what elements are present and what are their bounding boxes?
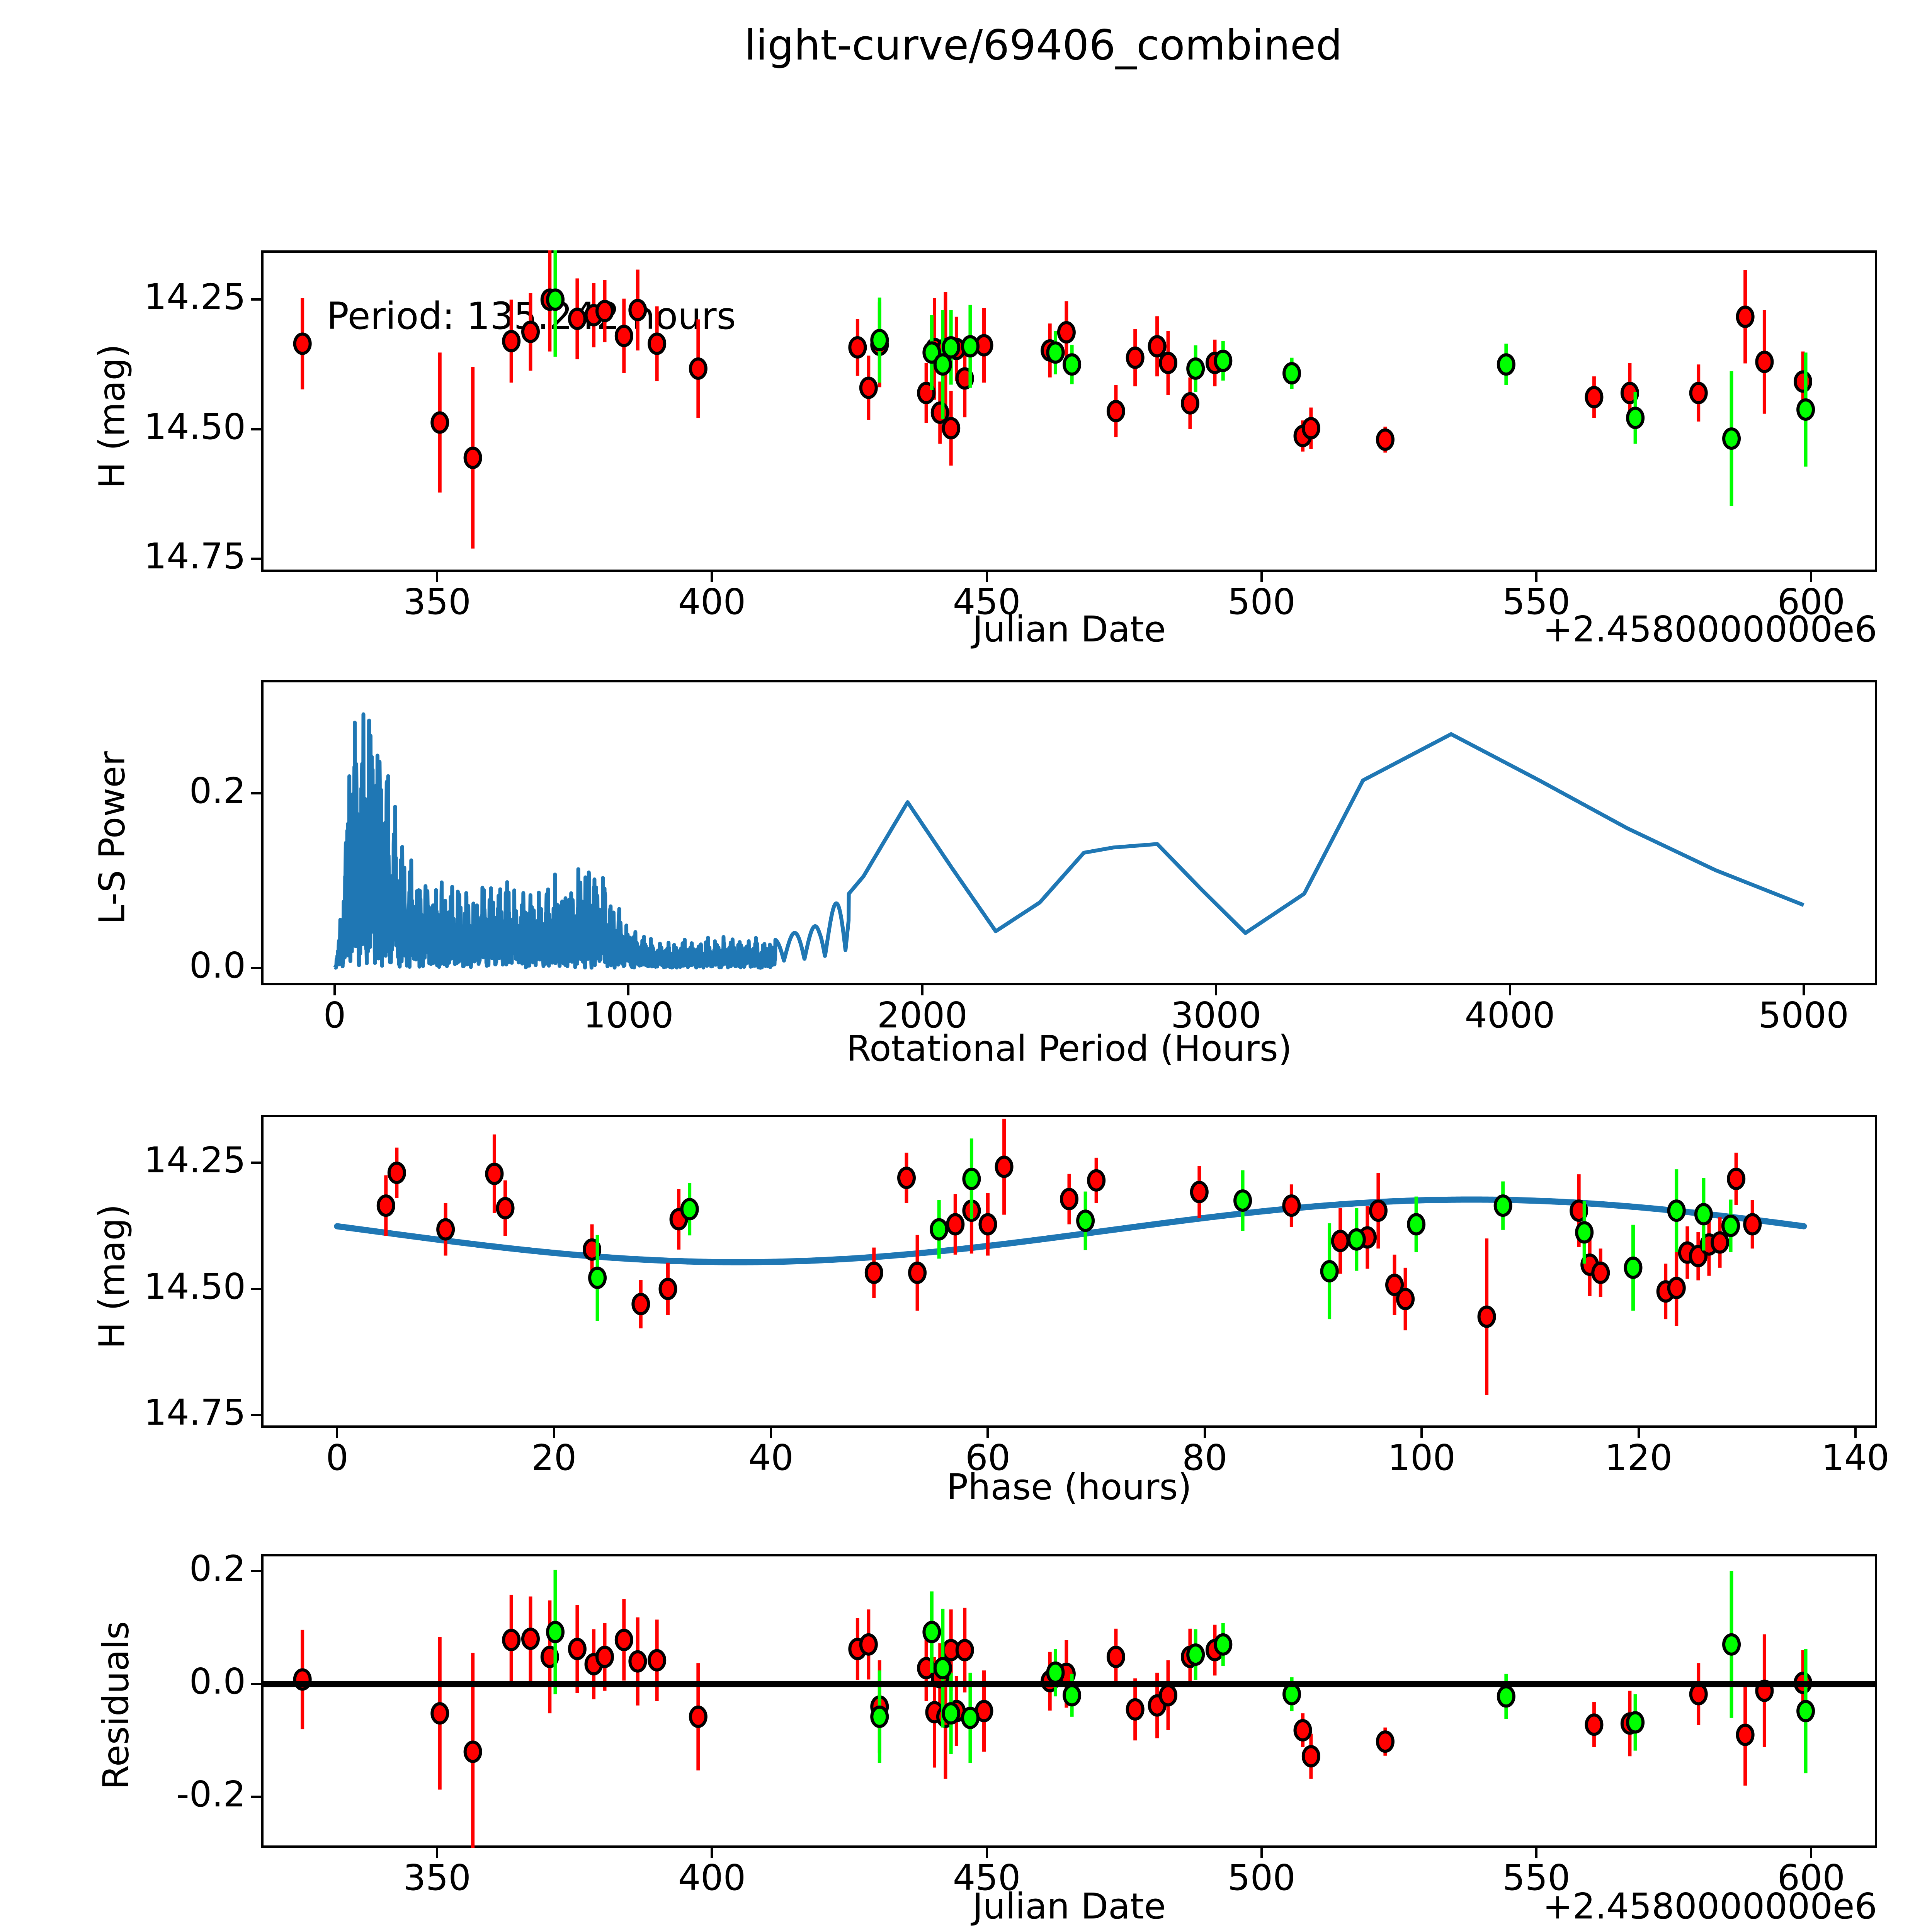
y-tick-mark xyxy=(251,558,261,560)
x-tick-mark xyxy=(1535,1848,1538,1858)
y-tick-mark xyxy=(251,298,261,301)
x-tick-mark xyxy=(1215,985,1218,995)
y-tick-mark xyxy=(251,1570,261,1572)
x-tick-mark xyxy=(1802,985,1805,995)
panel3-x-axis-label: Phase (hours) xyxy=(946,1466,1192,1508)
figure-title: light-curve/69406_combined xyxy=(744,21,1342,70)
x-tick-mark xyxy=(985,572,988,582)
x-tick-mark xyxy=(436,572,439,582)
x-tick-label: 350 xyxy=(403,1857,471,1898)
y-tick-mark xyxy=(251,428,261,430)
x-tick-mark xyxy=(986,1428,989,1438)
x-tick-label: 120 xyxy=(1604,1437,1673,1478)
x-tick-label: 5000 xyxy=(1758,995,1849,1036)
x-tick-label: 2000 xyxy=(877,995,968,1036)
x-tick-mark xyxy=(336,1428,338,1438)
panel4-x-axis-label: Julian Date xyxy=(972,1886,1166,1927)
x-tick-label: 500 xyxy=(1228,1857,1296,1898)
x-tick-label: 400 xyxy=(678,1857,746,1898)
x-tick-mark xyxy=(1203,1428,1206,1438)
x-tick-label: 450 xyxy=(952,581,1021,622)
y-tick-label: 14.25 xyxy=(144,276,246,318)
x-tick-label: 100 xyxy=(1388,1437,1456,1478)
x-tick-mark xyxy=(436,1848,439,1858)
x-tick-label: 80 xyxy=(1182,1437,1228,1478)
panel2-plot-area xyxy=(333,712,1806,970)
x-tick-mark xyxy=(1810,572,1813,582)
x-tick-mark xyxy=(1260,1848,1263,1858)
x-tick-label: 140 xyxy=(1821,1437,1889,1478)
y-tick-label: 0.0 xyxy=(189,944,246,986)
x-tick-mark xyxy=(770,1428,772,1438)
x-tick-mark xyxy=(985,1848,988,1858)
panel1-x-axis-label: Julian Date xyxy=(972,609,1166,650)
x-tick-label: 550 xyxy=(1502,1857,1570,1898)
x-tick-mark xyxy=(1535,572,1538,582)
y-tick-mark xyxy=(251,1287,261,1290)
x-tick-mark xyxy=(553,1428,555,1438)
x-tick-label: 1000 xyxy=(583,995,674,1036)
panel1-x-offset-text: +2.4580000000e6 xyxy=(1543,609,1877,650)
panel2-x-axis-label: Rotational Period (Hours) xyxy=(846,1028,1292,1069)
x-tick-label: 450 xyxy=(952,1857,1021,1898)
x-tick-label: 500 xyxy=(1228,581,1296,622)
y-tick-label: 14.25 xyxy=(144,1139,246,1181)
x-tick-mark xyxy=(1854,1428,1857,1438)
panel4-plot-area xyxy=(261,1570,1877,1848)
x-tick-label: 60 xyxy=(965,1437,1011,1478)
x-tick-label: 350 xyxy=(403,581,471,622)
x-tick-mark xyxy=(711,1848,713,1858)
x-tick-mark xyxy=(1420,1428,1423,1438)
x-tick-label: 20 xyxy=(531,1437,577,1478)
y-tick-mark xyxy=(251,1162,261,1164)
y-tick-label: 14.50 xyxy=(144,1265,246,1307)
x-tick-mark xyxy=(1810,1848,1813,1858)
panel4-x-offset-text: +2.4580000000e6 xyxy=(1543,1886,1877,1927)
panel1-plot-area xyxy=(293,250,1815,549)
x-tick-mark xyxy=(1260,572,1263,582)
x-tick-mark xyxy=(1509,985,1511,995)
x-tick-label: 400 xyxy=(678,581,746,622)
x-tick-label: 600 xyxy=(1777,1857,1845,1898)
y-tick-mark xyxy=(251,1796,261,1798)
y-tick-label: 14.75 xyxy=(144,536,246,577)
y-tick-mark xyxy=(251,966,261,969)
y-tick-mark xyxy=(251,1683,261,1685)
x-tick-label: 550 xyxy=(1502,581,1570,622)
x-tick-label: 600 xyxy=(1777,581,1845,622)
y-tick-label: -0.2 xyxy=(176,1774,246,1815)
y-tick-label: 14.75 xyxy=(144,1392,246,1434)
y-tick-label: 14.50 xyxy=(144,406,246,447)
y-tick-label: 0.0 xyxy=(189,1661,246,1702)
x-tick-mark xyxy=(711,572,713,582)
y-tick-mark xyxy=(251,1414,261,1417)
x-tick-label: 0 xyxy=(323,995,346,1036)
x-tick-label: 4000 xyxy=(1464,995,1555,1036)
x-tick-mark xyxy=(921,985,923,995)
panel3-plot-area xyxy=(334,1119,1807,1395)
x-tick-label: 0 xyxy=(326,1437,349,1478)
x-tick-mark xyxy=(1637,1428,1640,1438)
y-tick-label: 0.2 xyxy=(189,770,246,812)
y-tick-label: 0.2 xyxy=(189,1548,246,1589)
x-tick-label: 40 xyxy=(748,1437,794,1478)
y-tick-mark xyxy=(251,792,261,795)
x-tick-mark xyxy=(627,985,630,995)
x-tick-mark xyxy=(333,985,336,995)
x-tick-label: 3000 xyxy=(1171,995,1262,1036)
